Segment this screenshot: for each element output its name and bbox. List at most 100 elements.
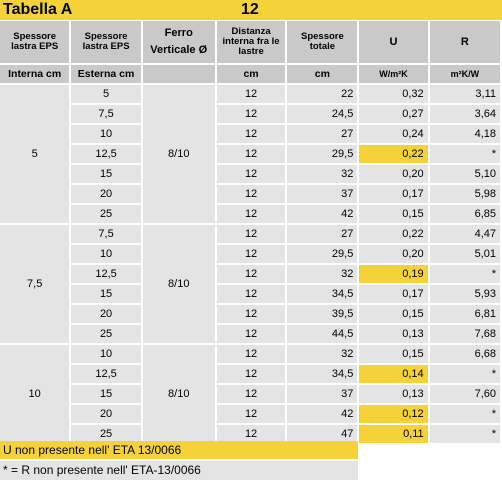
cell-distanza: 12 — [216, 165, 286, 183]
cell-spessore-totale: 34,5 — [287, 285, 358, 303]
unit-eps-esterna: Esterna cm — [71, 65, 141, 83]
footnote-r: * = R non presente nell' ETA-13/0066 — [0, 461, 358, 480]
cell-u: 0,15 — [359, 345, 428, 363]
cell-distanza: 12 — [216, 225, 286, 243]
cell-u: 0,19 — [359, 265, 428, 283]
cell-spessore-totale: 32 — [287, 165, 358, 183]
header-ferro: Ferro Verticale Ø — [142, 21, 215, 63]
table-row: 12,5 12 29,5 0,22 * — [0, 145, 500, 163]
cell-r: 3,11 — [429, 85, 500, 103]
table-row: 25 12 44,5 0,13 7,68 — [0, 325, 500, 343]
table-title-value: 12 — [241, 1, 259, 18]
table-row: 15 12 32 0,20 5,10 — [0, 165, 500, 183]
cell-distanza: 12 — [216, 385, 286, 403]
cell-spessore-totale: 47 — [287, 425, 358, 443]
cell-distanza: 12 — [216, 365, 286, 383]
table-row: 5 5 8/10 12 22 0,32 3,11 — [0, 85, 500, 223]
cell-u: 0,12 — [359, 405, 428, 423]
cell-esterna: 15 — [71, 165, 141, 183]
table-row: 20 12 42 0,12 * — [0, 405, 500, 423]
cell-esterna: 25 — [71, 205, 141, 223]
cell-r: * — [429, 405, 500, 423]
table-row: 12,5 12 34,5 0,14 * — [0, 365, 500, 383]
cell-r: * — [429, 425, 500, 443]
cell-esterna: 15 — [71, 285, 141, 303]
cell-ferro: 8/10 — [142, 345, 215, 443]
cell-esterna: 10 — [71, 345, 141, 363]
cell-spessore-totale: 42 — [287, 205, 358, 223]
cell-esterna: 12,5 — [71, 365, 141, 383]
table-row: 20 12 39,5 0,15 6,81 — [0, 305, 500, 323]
cell-u: 0,24 — [359, 125, 428, 143]
cell-r: * — [429, 145, 500, 163]
cell-u: 0,17 — [359, 185, 428, 203]
cell-esterna: 10 — [71, 125, 141, 143]
cell-distanza: 12 — [216, 185, 286, 203]
table-row: 25 12 47 0,11 * — [0, 425, 500, 443]
unit-eps-interna: Interna cm — [0, 65, 70, 83]
cell-spessore-totale: 29,5 — [287, 145, 358, 163]
cell-distanza: 12 — [216, 425, 286, 443]
cell-distanza: 12 — [216, 205, 286, 223]
cell-u: 0,17 — [359, 285, 428, 303]
cell-u: 0,14 — [359, 365, 428, 383]
cell-esterna: 12,5 — [71, 265, 141, 283]
cell-u: 0,20 — [359, 245, 428, 263]
table-row: 15 12 34,5 0,17 5,93 — [0, 285, 500, 303]
cell-distanza: 12 — [216, 285, 286, 303]
cell-esterna: 5 — [71, 85, 141, 103]
cell-u: 0,11 — [359, 425, 428, 443]
table-row: 12,5 12 32 0,19 * — [0, 265, 500, 283]
cell-r: 6,85 — [429, 205, 500, 223]
cell-r: 3,64 — [429, 105, 500, 123]
cell-u: 0,32 — [359, 85, 428, 103]
cell-distanza: 12 — [216, 405, 286, 423]
cell-r: 4,18 — [429, 125, 500, 143]
cell-interna: 5 — [0, 85, 70, 223]
cell-distanza: 12 — [216, 305, 286, 323]
cell-spessore-totale: 27 — [287, 125, 358, 143]
cell-spessore-totale: 22 — [287, 85, 358, 103]
cell-r: 5,01 — [429, 245, 500, 263]
cell-distanza: 12 — [216, 105, 286, 123]
cell-distanza: 12 — [216, 245, 286, 263]
cell-spessore-totale: 32 — [287, 265, 358, 283]
cell-esterna: 12,5 — [71, 145, 141, 163]
cell-u: 0,22 — [359, 225, 428, 243]
cell-u: 0,20 — [359, 165, 428, 183]
cell-interna: 7,5 — [0, 225, 70, 343]
unit-ferro — [142, 65, 215, 83]
header-u: U — [359, 21, 428, 63]
cell-u: 0,27 — [359, 105, 428, 123]
footnote-u: U non presente nell' ETA 13/0066 — [0, 441, 358, 459]
cell-r: 7,68 — [429, 325, 500, 343]
cell-esterna: 7,5 — [71, 105, 141, 123]
cell-distanza: 12 — [216, 125, 286, 143]
cell-esterna: 15 — [71, 385, 141, 403]
cell-ferro: 8/10 — [142, 225, 215, 343]
cell-r: 5,98 — [429, 185, 500, 203]
cell-esterna: 20 — [71, 185, 141, 203]
unit-r: m²K/W — [429, 65, 500, 83]
table-row: 20 12 37 0,17 5,98 — [0, 185, 500, 203]
cell-r: 5,93 — [429, 285, 500, 303]
cell-r: 6,81 — [429, 305, 500, 323]
header-eps-interna: Spessore lastra EPS — [0, 21, 70, 63]
cell-ferro: 8/10 — [142, 85, 215, 223]
cell-u: 0,13 — [359, 385, 428, 403]
cell-spessore-totale: 27 — [287, 225, 358, 243]
cell-spessore-totale: 29,5 — [287, 245, 358, 263]
unit-spessore-totale: cm — [287, 65, 358, 83]
header-eps-esterna: Spessore lastra EPS — [71, 21, 141, 63]
cell-esterna: 10 — [71, 245, 141, 263]
cell-spessore-totale: 37 — [287, 385, 358, 403]
cell-r: 4,47 — [429, 225, 500, 243]
cell-r: * — [429, 365, 500, 383]
cell-interna: 10 — [0, 345, 70, 443]
cell-distanza: 12 — [216, 85, 286, 103]
cell-esterna: 20 — [71, 305, 141, 323]
cell-u: 0,22 — [359, 145, 428, 163]
header-distanza: Distanza interna fra le lastre — [216, 21, 286, 63]
thermal-table: Spessore lastra EPS Spessore lastra EPS … — [0, 19, 502, 445]
cell-u: 0,15 — [359, 205, 428, 223]
